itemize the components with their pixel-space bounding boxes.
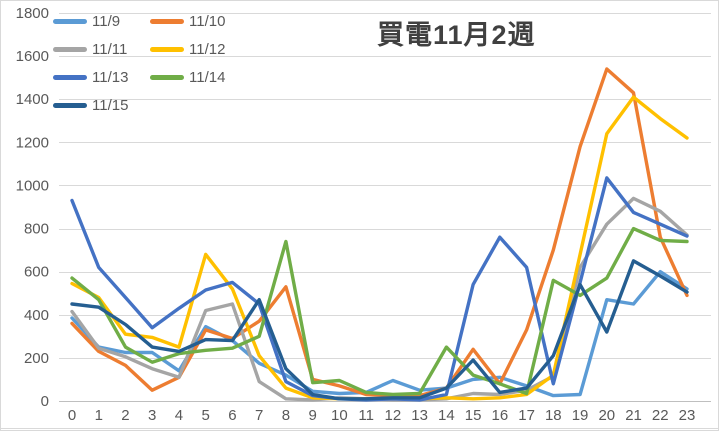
legend-swatch-icon (53, 18, 87, 24)
x-axis-label: 1 (95, 407, 103, 424)
series-line-11/9[interactable] (70, 270, 689, 398)
x-axis-label: 6 (228, 407, 236, 424)
series-line-11/13[interactable] (70, 176, 689, 402)
x-axis-label: 8 (282, 407, 290, 424)
y-axis-label: 600 (24, 264, 49, 281)
x-axis-label: 3 (148, 407, 156, 424)
x-axis-label: 4 (175, 407, 183, 424)
x-axis-label: 7 (255, 407, 263, 424)
legend-item-11/13[interactable]: 11/13 (53, 69, 150, 86)
x-axis-label: 10 (331, 407, 348, 424)
x-axis-label: 22 (652, 407, 669, 424)
series-line-11/15[interactable] (70, 259, 689, 401)
legend-label: 11/10 (189, 12, 226, 30)
y-axis-label: 1400 (16, 91, 49, 108)
legend-item-11/12[interactable]: 11/12 (150, 41, 247, 58)
legend-swatch-icon (150, 46, 184, 52)
x-axis-label: 16 (491, 407, 508, 424)
y-axis-label: 1800 (16, 5, 49, 22)
x-axis-label: 12 (385, 407, 402, 424)
y-axis-label: 800 (24, 221, 49, 238)
legend-item-11/15[interactable]: 11/15 (53, 97, 150, 114)
legend-label: 11/9 (92, 12, 121, 30)
legend-label: 11/13 (92, 68, 129, 86)
legend-swatch-icon (150, 74, 184, 80)
x-axis-label: 5 (202, 407, 210, 424)
x-axis-label: 9 (308, 407, 316, 424)
chart-title: 買電11月2週 (377, 20, 536, 50)
legend-swatch-icon (53, 46, 87, 52)
legend-label: 11/14 (189, 68, 226, 86)
x-axis-label: 0 (68, 407, 76, 424)
legend-item-11/14[interactable]: 11/14 (150, 69, 247, 86)
chart-legend: 11/9 11/10 11/11 11/12 11/13 11/14 11/15 (53, 7, 247, 119)
x-axis-label: 11 (358, 407, 374, 424)
y-axis-label: 0 (41, 393, 49, 410)
y-axis-label: 400 (24, 307, 49, 324)
x-axis-label: 17 (518, 407, 535, 424)
legend-swatch-icon (150, 18, 184, 24)
legend-label: 11/15 (92, 96, 129, 114)
x-axis-label: 21 (625, 407, 642, 424)
x-axis-label: 20 (598, 407, 615, 424)
y-axis-label: 1600 (16, 48, 49, 65)
y-axis-label: 1000 (16, 177, 49, 194)
y-axis-label: 1200 (16, 134, 49, 151)
y-axis-label: 200 (24, 350, 49, 367)
legend-label: 11/12 (189, 40, 226, 58)
legend-swatch-icon (53, 102, 87, 108)
legend-item-11/9[interactable]: 11/9 (53, 13, 150, 30)
x-axis-label: 18 (545, 407, 562, 424)
x-axis-label: 2 (121, 407, 129, 424)
x-axis-label: 23 (679, 407, 696, 424)
legend-item-11/11[interactable]: 11/11 (53, 41, 150, 58)
x-axis-label: 14 (438, 407, 455, 424)
x-axis-label: 13 (411, 407, 428, 424)
legend-item-11/10[interactable]: 11/10 (150, 13, 247, 30)
x-axis-label: 19 (572, 407, 589, 424)
legend-swatch-icon (53, 74, 87, 80)
legend-label: 11/11 (92, 40, 128, 58)
x-axis-label: 15 (465, 407, 482, 424)
